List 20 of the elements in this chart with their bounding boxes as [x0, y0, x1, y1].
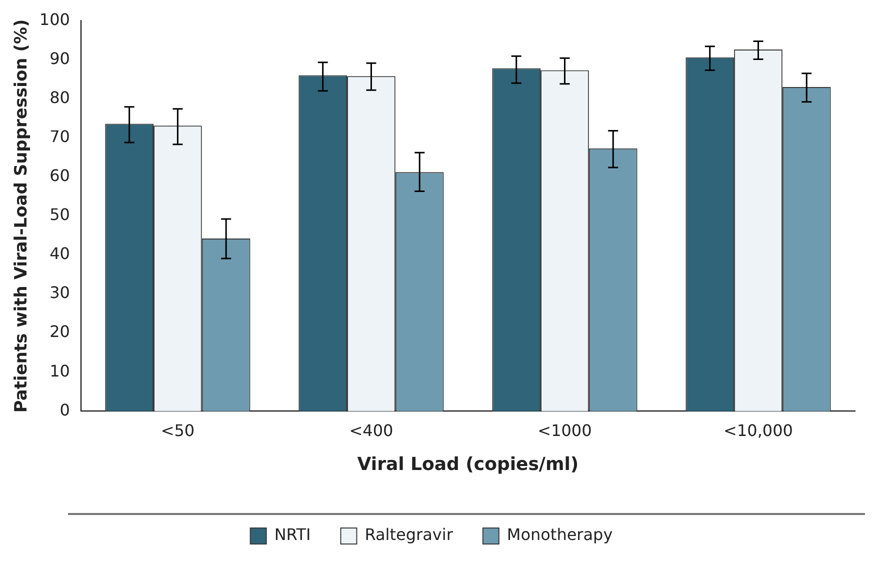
x-tick-label: <10,000	[724, 420, 793, 440]
y-tick-label: 20	[50, 322, 70, 342]
legend-label: Monotherapy	[506, 525, 613, 544]
y-tick-label: 60	[50, 166, 70, 185]
x-tick-label: <1000	[538, 420, 592, 440]
legend-label: Raltegravir	[364, 525, 454, 544]
y-tick-label: 90	[50, 48, 70, 68]
y-tick-label: 70	[50, 126, 70, 146]
y-tick-label: 30	[50, 283, 70, 302]
x-tick-label: <400	[349, 420, 394, 440]
y-axis-title: Patients with Viral-Load Suppression (%)	[12, 19, 32, 413]
y-tick-label: 10	[50, 361, 70, 380]
y-tick-label: 40	[50, 244, 70, 264]
x-tick-label: <50	[160, 420, 195, 440]
y-tick-label: 80	[50, 88, 70, 107]
y-tick-label: 0	[60, 400, 70, 420]
x-axis-title: Viral Load (copies/ml)	[357, 454, 579, 475]
legend-label: NRTI	[274, 525, 311, 544]
y-tick-label: 100	[39, 10, 70, 29]
y-tick-label: 50	[50, 205, 70, 224]
